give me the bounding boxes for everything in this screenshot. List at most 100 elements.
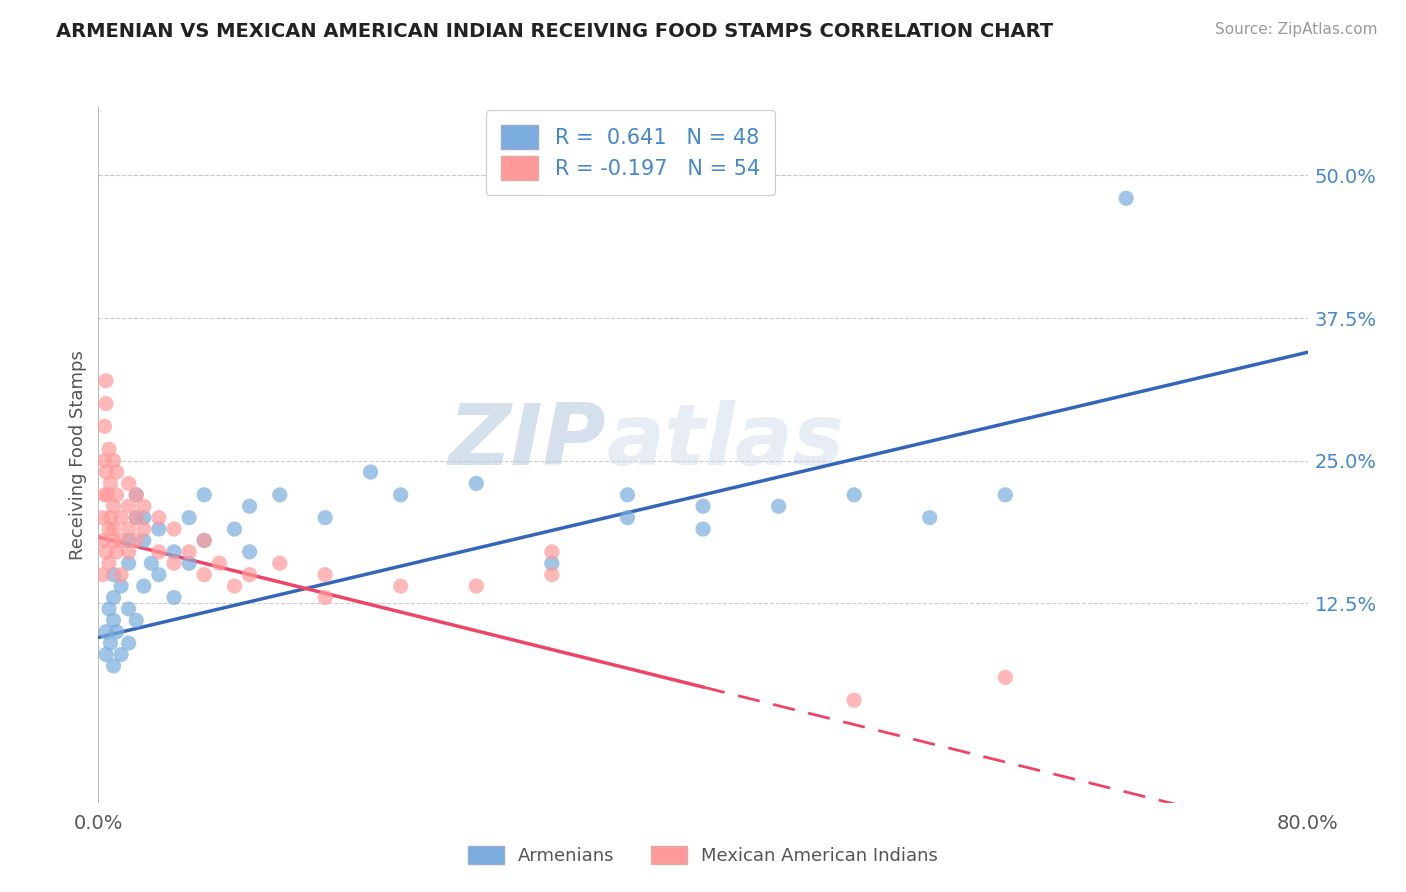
- Point: [94, 374, 117, 388]
- Point: [132, 533, 155, 548]
- Point: [110, 579, 132, 593]
- Point: [103, 500, 125, 514]
- Point: [94, 545, 117, 559]
- Point: [314, 567, 336, 582]
- Point: [100, 510, 122, 524]
- Point: [103, 533, 125, 548]
- Point: [110, 567, 132, 582]
- Point: [994, 670, 1017, 684]
- Point: [118, 602, 141, 616]
- Point: [94, 624, 117, 639]
- Legend: Armenians, Mexican American Indians: Armenians, Mexican American Indians: [458, 837, 948, 874]
- Point: [94, 465, 117, 479]
- Point: [105, 545, 128, 559]
- Point: [465, 476, 488, 491]
- Point: [269, 488, 291, 502]
- Point: [193, 567, 215, 582]
- Point: [110, 533, 132, 548]
- Point: [768, 500, 790, 514]
- Text: Source: ZipAtlas.com: Source: ZipAtlas.com: [1215, 22, 1378, 37]
- Point: [93, 419, 115, 434]
- Point: [148, 567, 170, 582]
- Point: [844, 693, 866, 707]
- Point: [360, 465, 382, 479]
- Point: [692, 500, 714, 514]
- Point: [125, 488, 148, 502]
- Point: [118, 476, 141, 491]
- Point: [125, 510, 148, 524]
- Point: [239, 500, 262, 514]
- Text: ZIP: ZIP: [449, 400, 606, 483]
- Point: [98, 442, 121, 457]
- Point: [98, 602, 121, 616]
- Point: [91, 510, 114, 524]
- Point: [148, 545, 170, 559]
- Point: [224, 579, 246, 593]
- Point: [105, 465, 128, 479]
- Point: [148, 510, 170, 524]
- Point: [132, 522, 155, 536]
- Point: [239, 545, 262, 559]
- Point: [540, 567, 562, 582]
- Point: [844, 488, 866, 502]
- Point: [105, 488, 128, 502]
- Point: [118, 556, 141, 570]
- Point: [193, 533, 215, 548]
- Point: [94, 396, 117, 410]
- Point: [239, 567, 262, 582]
- Point: [125, 488, 148, 502]
- Point: [103, 659, 125, 673]
- Point: [141, 556, 163, 570]
- Point: [93, 488, 115, 502]
- Text: atlas: atlas: [606, 400, 845, 483]
- Point: [193, 488, 215, 502]
- Point: [179, 545, 201, 559]
- Point: [110, 648, 132, 662]
- Point: [163, 522, 186, 536]
- Point: [132, 510, 155, 524]
- Point: [103, 522, 125, 536]
- Point: [179, 510, 201, 524]
- Point: [148, 522, 170, 536]
- Point: [918, 510, 941, 524]
- Point: [208, 556, 231, 570]
- Point: [616, 488, 638, 502]
- Point: [389, 488, 412, 502]
- Y-axis label: Receiving Food Stamps: Receiving Food Stamps: [69, 350, 87, 560]
- Point: [118, 545, 141, 559]
- Point: [465, 579, 488, 593]
- Point: [132, 579, 155, 593]
- Point: [118, 636, 141, 650]
- Point: [193, 533, 215, 548]
- Point: [103, 591, 125, 605]
- Point: [314, 591, 336, 605]
- Point: [125, 613, 148, 627]
- Point: [96, 488, 118, 502]
- Point: [179, 556, 201, 570]
- Point: [100, 636, 122, 650]
- Point: [125, 533, 148, 548]
- Point: [103, 613, 125, 627]
- Point: [389, 579, 412, 593]
- Point: [616, 510, 638, 524]
- Point: [91, 567, 114, 582]
- Point: [125, 510, 148, 524]
- Point: [118, 533, 141, 548]
- Point: [163, 545, 186, 559]
- Point: [269, 556, 291, 570]
- Point: [994, 488, 1017, 502]
- Point: [105, 624, 128, 639]
- Point: [100, 476, 122, 491]
- Point: [98, 522, 121, 536]
- Text: ARMENIAN VS MEXICAN AMERICAN INDIAN RECEIVING FOOD STAMPS CORRELATION CHART: ARMENIAN VS MEXICAN AMERICAN INDIAN RECE…: [56, 22, 1053, 41]
- Legend: R =  0.641   N = 48, R = -0.197   N = 54: R = 0.641 N = 48, R = -0.197 N = 54: [486, 111, 775, 195]
- Point: [692, 522, 714, 536]
- Point: [93, 453, 115, 467]
- Point: [118, 522, 141, 536]
- Point: [314, 510, 336, 524]
- Point: [103, 453, 125, 467]
- Point: [540, 545, 562, 559]
- Point: [132, 500, 155, 514]
- Point: [1115, 191, 1137, 205]
- Point: [163, 556, 186, 570]
